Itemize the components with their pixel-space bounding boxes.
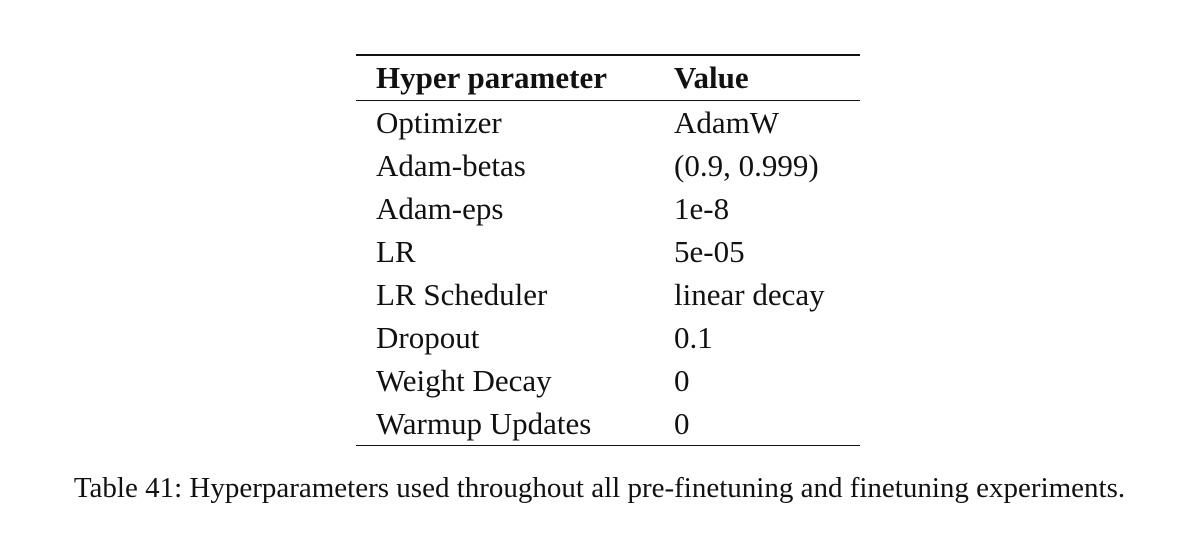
table-row: LR 5e-05 [356,230,860,273]
table-row: Warmup Updates 0 [356,402,860,446]
row-name: LR Scheduler [376,276,548,312]
hyperparameter-table-container: Hyper parameter Value Optimizer AdamW Ad… [356,54,860,446]
table-row: Adam-betas (0.9, 0.999) [356,144,860,187]
row-name: Adam-eps [376,190,504,226]
row-value: 0.1 [674,319,713,355]
table-row: Dropout 0.1 [356,316,860,359]
table-row: Optimizer AdamW [356,101,860,145]
row-value: 1e-8 [674,190,730,226]
row-name: Dropout [376,319,480,355]
header-row: Hyper parameter Value [356,55,860,101]
table-row: Weight Decay 0 [356,359,860,402]
row-name: LR [376,233,416,269]
table-header: Hyper parameter Value [356,55,860,101]
table-caption: Table 41: Hyperparameters used throughou… [73,472,1126,504]
row-value: 0 [674,405,690,441]
row-name: Warmup Updates [376,405,592,441]
hyperparameter-table: Hyper parameter Value Optimizer AdamW Ad… [356,54,860,446]
row-name: Adam-betas [376,147,526,183]
row-value: AdamW [674,104,780,140]
row-name: Weight Decay [376,362,552,398]
table-row: Adam-eps 1e-8 [356,187,860,230]
row-value: 5e-05 [674,233,745,269]
row-value: linear decay [674,276,825,312]
row-name: Optimizer [376,104,502,140]
table-row: LR Scheduler linear decay [356,273,860,316]
header-value: Value [674,60,749,95]
header-hyper-parameter: Hyper parameter [376,60,607,95]
row-value: 0 [674,362,690,398]
row-value: (0.9, 0.999) [674,147,819,183]
table-body: Optimizer AdamW Adam-betas (0.9, 0.999) … [356,101,860,446]
